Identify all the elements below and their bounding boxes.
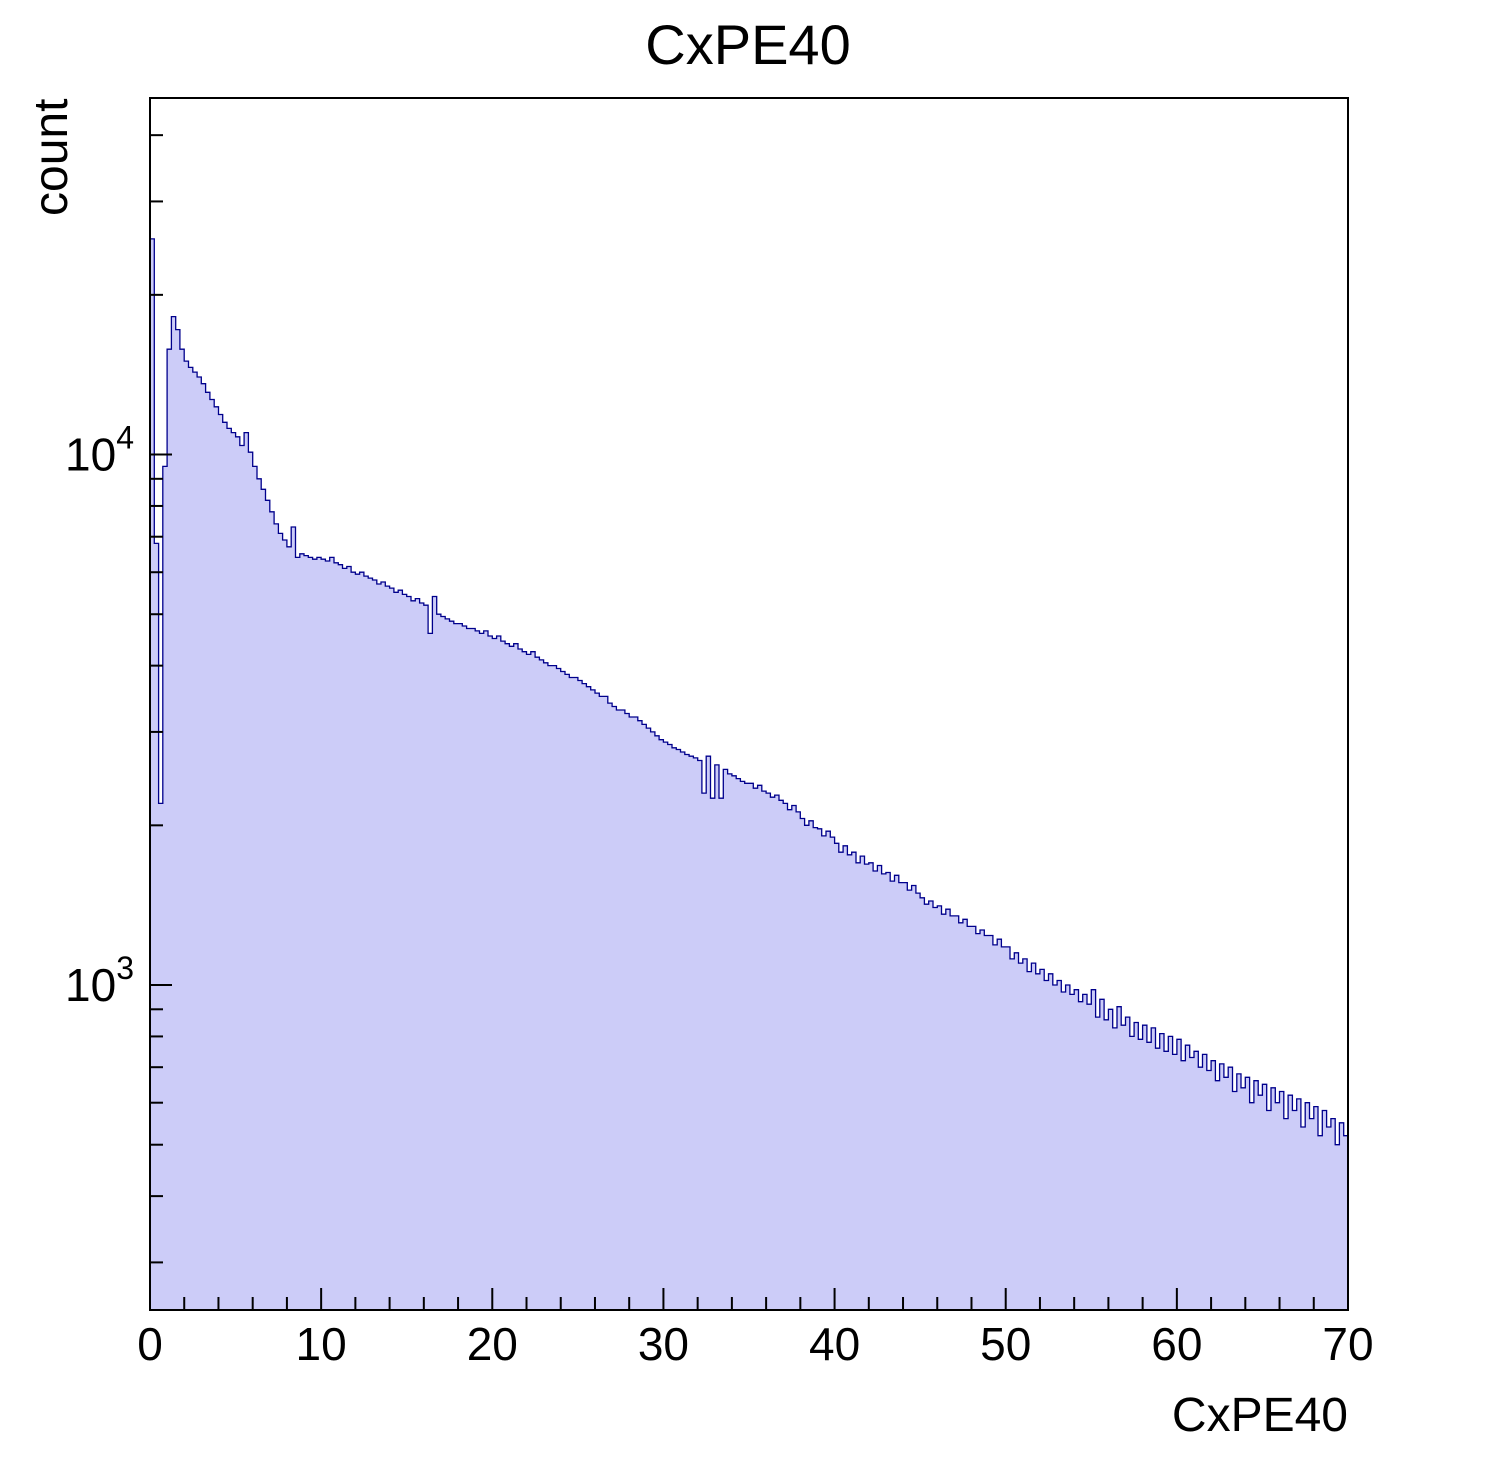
plot-frame [149,97,1349,1311]
y-tick-label: 104 [65,420,134,481]
x-tick-label: 60 [1151,1318,1202,1370]
x-tick-label: 50 [980,1318,1031,1370]
histogram-series [149,238,1349,1311]
chart-title: CxPE40 [645,13,851,76]
x-tick-label: 10 [296,1318,347,1370]
y-tick-label: 103 [65,950,134,1011]
x-tick-label: 40 [809,1318,860,1370]
x-tick-label: 20 [467,1318,518,1370]
x-tick-label: 70 [1322,1318,1373,1370]
x-tick-label: 0 [137,1318,163,1370]
x-tick-label: 30 [638,1318,689,1370]
x-axis-title: CxPE40 [1171,1389,1348,1442]
